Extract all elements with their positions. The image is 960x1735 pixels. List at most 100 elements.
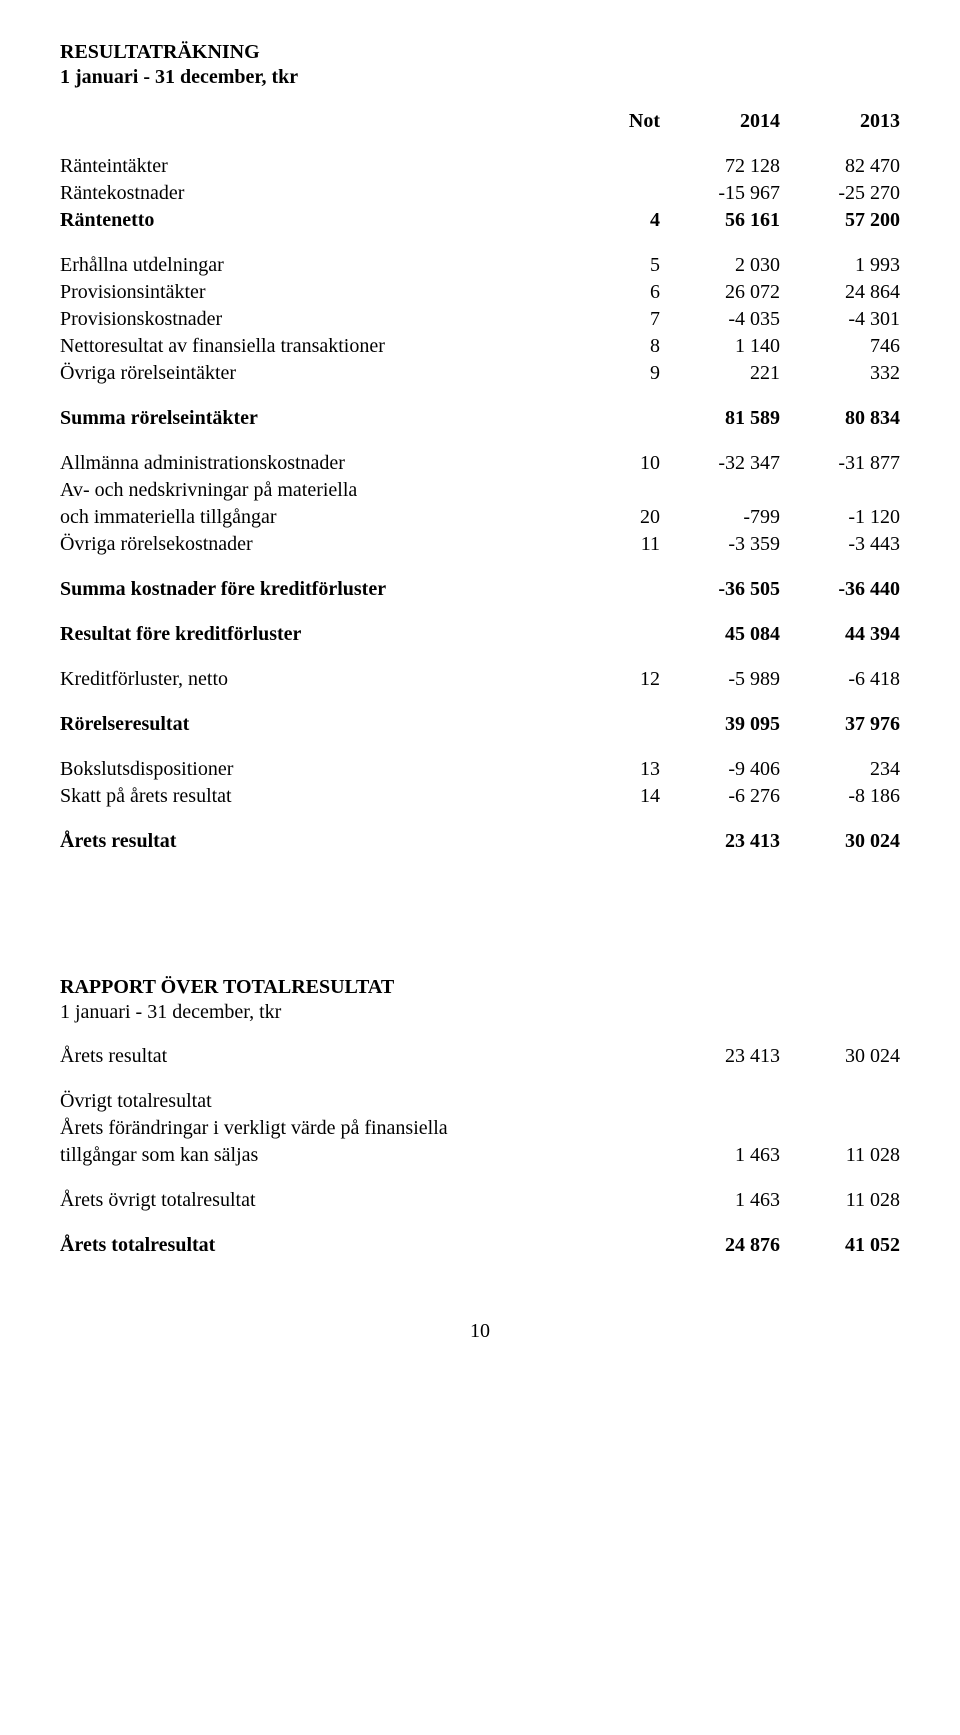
- table-row: Av- och nedskrivningar på materiella: [60, 477, 900, 504]
- income-statement-table: Not 2014 2013 Ränteintäkter 72 12882 470 R…: [60, 90, 900, 855]
- row-value-2013: 44 394: [780, 621, 900, 648]
- row-label: Summa kostnader före kreditförluster: [60, 576, 600, 603]
- row-value-2014: 2 030: [660, 252, 780, 279]
- table-row: Allmänna administrationskostnader10-32 3…: [60, 450, 900, 477]
- row-value-2014: 56 161: [660, 207, 780, 234]
- table-row: tillgångar som kan säljas 1 46311 028: [60, 1142, 900, 1169]
- row-note: [600, 1115, 660, 1142]
- header-row: Not 2014 2013: [60, 108, 900, 135]
- row-value-2013: -4 301: [780, 306, 900, 333]
- row-value-2013: 30 024: [780, 828, 900, 855]
- row-value-2013: [780, 477, 900, 504]
- row-value-2013: 234: [780, 756, 900, 783]
- table-row: och immateriella tillgångar20-799-1 120: [60, 504, 900, 531]
- section-title-1: RESULTATRÄKNING: [60, 40, 900, 65]
- row-note: [600, 1232, 660, 1259]
- row-value-2014: [660, 1115, 780, 1142]
- row-value-2014: -36 505: [660, 576, 780, 603]
- row-value-2014: 1 140: [660, 333, 780, 360]
- row-value-2013: 57 200: [780, 207, 900, 234]
- row-value-2013: 11 028: [780, 1187, 900, 1214]
- table-row: Kreditförluster, netto12-5 989-6 418: [60, 666, 900, 693]
- row-label: tillgångar som kan säljas: [60, 1142, 600, 1169]
- total-result-table: Årets resultat23 41330 024Övrigt totalre…: [60, 1025, 900, 1259]
- row-value-2014: 23 413: [660, 1043, 780, 1070]
- row-note: [600, 1142, 660, 1169]
- row-label: Övriga rörelseintäkter: [60, 360, 600, 387]
- row-label: Rörelseresultat: [60, 711, 600, 738]
- section-subtitle-1: 1 januari - 31 december, tkr: [60, 65, 900, 90]
- row-note: 7: [600, 306, 660, 333]
- row-label: Skatt på årets resultat: [60, 783, 600, 810]
- row-note: [600, 828, 660, 855]
- row-label: Provisionskostnader: [60, 306, 600, 333]
- row-label: Årets totalresultat: [60, 1232, 600, 1259]
- row-value-2013: 11 028: [780, 1142, 900, 1169]
- row-value-2014: -5 989: [660, 666, 780, 693]
- row-label: Övrigt totalresultat: [60, 1088, 600, 1115]
- row-note: 20: [600, 504, 660, 531]
- table-row: Övrigt totalresultat: [60, 1088, 900, 1115]
- row-label: Av- och nedskrivningar på materiella: [60, 477, 600, 504]
- row-note: [600, 477, 660, 504]
- header-2014: 2014: [660, 108, 780, 135]
- row-value-2014: 1 463: [660, 1187, 780, 1214]
- row-value-2014: -3 359: [660, 531, 780, 558]
- row-value-2013: 41 052: [780, 1232, 900, 1259]
- row-value-2014: -15 967: [660, 180, 780, 207]
- section-subtitle-2: 1 januari - 31 december, tkr: [60, 1000, 900, 1025]
- table-row: Årets resultat23 41330 024: [60, 828, 900, 855]
- row-note: 6: [600, 279, 660, 306]
- row-label: Kreditförluster, netto: [60, 666, 600, 693]
- row-label: Räntekostnader: [60, 180, 600, 207]
- row-note: 9: [600, 360, 660, 387]
- row-label: Resultat före kreditförluster: [60, 621, 600, 648]
- table-row: Provisionskostnader7-4 035-4 301: [60, 306, 900, 333]
- row-value-2013: 24 864: [780, 279, 900, 306]
- table-row: Övriga rörelsekostnader11-3 359-3 443: [60, 531, 900, 558]
- row-note: [600, 621, 660, 648]
- row-label: Erhållna utdelningar: [60, 252, 600, 279]
- row-note: [600, 1088, 660, 1115]
- row-value-2014: 23 413: [660, 828, 780, 855]
- row-label: Bokslutsdispositioner: [60, 756, 600, 783]
- row-note: [600, 1043, 660, 1070]
- row-note: 11: [600, 531, 660, 558]
- row-value-2014: 72 128: [660, 153, 780, 180]
- row-value-2013: -31 877: [780, 450, 900, 477]
- row-note: 13: [600, 756, 660, 783]
- table-row: Resultat före kreditförluster 45 08444 39…: [60, 621, 900, 648]
- row-value-2013: 332: [780, 360, 900, 387]
- table-row: Bokslutsdispositioner13-9 406234: [60, 756, 900, 783]
- row-note: [600, 711, 660, 738]
- row-note: 14: [600, 783, 660, 810]
- header-2013: 2013: [780, 108, 900, 135]
- row-value-2014: 81 589: [660, 405, 780, 432]
- row-value-2013: -1 120: [780, 504, 900, 531]
- row-value-2014: 221: [660, 360, 780, 387]
- table-row: Rörelseresultat39 09537 976: [60, 711, 900, 738]
- row-value-2013: 82 470: [780, 153, 900, 180]
- page: RESULTATRÄKNING 1 januari - 31 december,…: [0, 0, 960, 1384]
- row-label: Årets resultat: [60, 1043, 600, 1070]
- row-value-2014: 39 095: [660, 711, 780, 738]
- table-row: Summa kostnader före kreditförluster -36 …: [60, 576, 900, 603]
- row-note: [600, 153, 660, 180]
- section-title-2: RAPPORT ÖVER TOTALRESULTAT: [60, 975, 900, 1000]
- row-label: Ränteintäkter: [60, 153, 600, 180]
- row-value-2014: 1 463: [660, 1142, 780, 1169]
- row-note: [600, 576, 660, 603]
- row-value-2014: 26 072: [660, 279, 780, 306]
- row-value-2013: 1 993: [780, 252, 900, 279]
- table-row: Provisionsintäkter626 07224 864: [60, 279, 900, 306]
- row-value-2013: 80 834: [780, 405, 900, 432]
- row-label: Övriga rörelsekostnader: [60, 531, 600, 558]
- row-label: och immateriella tillgångar: [60, 504, 600, 531]
- page-number: 10: [60, 1319, 900, 1344]
- table-row: Räntekostnader-15 967-25 270: [60, 180, 900, 207]
- row-value-2013: [780, 1115, 900, 1142]
- row-label: Provisionsintäkter: [60, 279, 600, 306]
- table-row: Årets totalresultat24 87641 052: [60, 1232, 900, 1259]
- row-value-2014: 45 084: [660, 621, 780, 648]
- row-label: Nettoresultat av finansiella transaktion…: [60, 333, 600, 360]
